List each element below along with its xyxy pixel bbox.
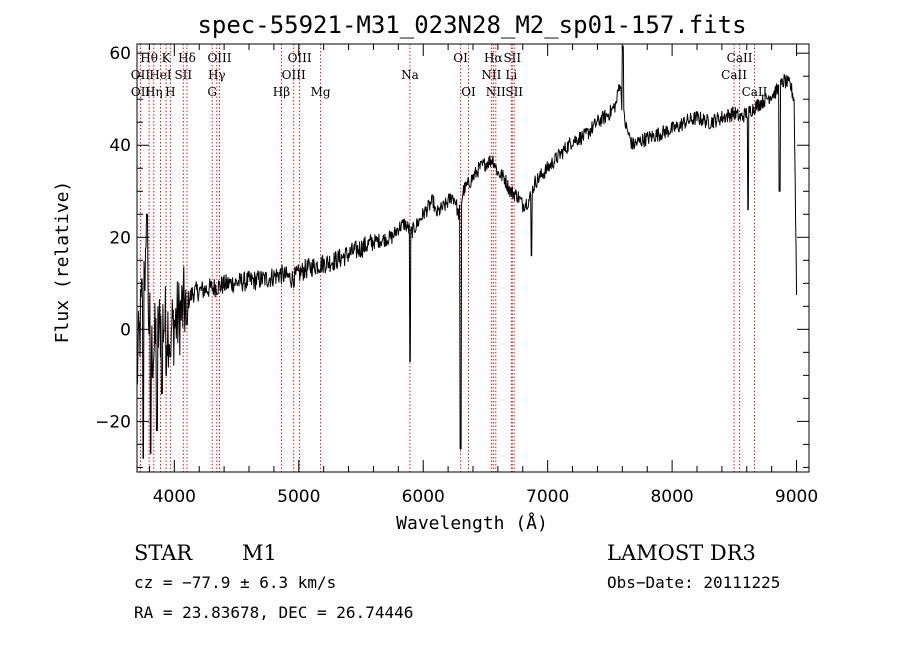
y-tick-label: 0 [120,320,131,340]
emission-line-label: SII [503,51,521,65]
emission-line-label: OIII [282,68,306,82]
emission-line-label: Hδ [178,51,196,65]
emission-line-label: OII [131,68,151,82]
y-tick-label: 20 [109,228,131,248]
emission-line-label: Hη [145,85,163,99]
emission-line-label: Mg [311,85,331,99]
x-tick-label: 5000 [277,487,320,507]
emission-line-label: G [207,85,217,99]
emission-line-label: Hθ [140,51,158,65]
spectrum-series [136,45,798,459]
emission-line-label: Na [401,68,419,82]
x-tick-label: 7000 [526,487,569,507]
x-tick-label: 4000 [153,487,196,507]
emission-line-label: Hα [484,51,503,65]
emission-line-label: CaII [727,51,753,65]
object-subclass: M1 [242,541,277,565]
x-tick-label: 8000 [650,487,693,507]
x-tick-label: 6000 [402,487,445,507]
emission-line-label: OI [461,85,476,99]
emission-line-label: H [165,85,175,99]
axis-ticks: 4000 5000 6000 7000 8000 9000 −20 0 20 40 60 [95,44,818,507]
x-tick-label: 9000 [775,487,818,507]
emission-line-label: CaII [721,68,747,82]
emission-line-labels: HθOIIOIIHηHeIKHSIIHδGHγOIIIHβOIIIOIIIMgN… [131,51,768,99]
emission-line-label: Li [505,68,517,82]
redshift-velocity: cz = −77.9 ± 6.3 km/s [134,573,336,592]
emission-line-label: OIII [207,51,231,65]
observation-date: Obs−Date: 20111225 [607,573,780,592]
emission-line-label: OIII [288,51,312,65]
y-axis-label: Flux (relative) [52,181,73,344]
survey-name: LAMOST DR3 [607,541,756,565]
emission-line-label: OI [453,51,468,65]
emission-line-label: CaII [742,85,768,99]
emission-line-label: NII [481,68,501,82]
emission-line-label: Hγ [208,68,226,82]
emission-line-label: SII [505,85,523,99]
object-class: STAR [134,541,193,565]
spectrum-line [136,45,798,459]
emission-line-label: SII [174,68,192,82]
emission-line-label: Hβ [273,85,290,99]
chart-title: spec-55921-M31_023N28_M2_sp01-157.fits [197,11,746,39]
y-tick-label: −20 [95,412,131,432]
emission-line-label: HeI [149,68,172,82]
plot-frame [136,43,810,473]
emission-line-label: NII [486,85,506,99]
x-axis-label: Wavelength (Å) [396,512,548,534]
y-tick-label: 40 [109,136,131,156]
y-tick-label: 60 [109,44,131,64]
emission-line-markers [139,44,755,472]
emission-line-label: K [162,51,172,65]
sky-coordinates: RA = 23.83678, DEC = 26.74446 [134,603,413,622]
emission-line-label: OII [131,85,151,99]
